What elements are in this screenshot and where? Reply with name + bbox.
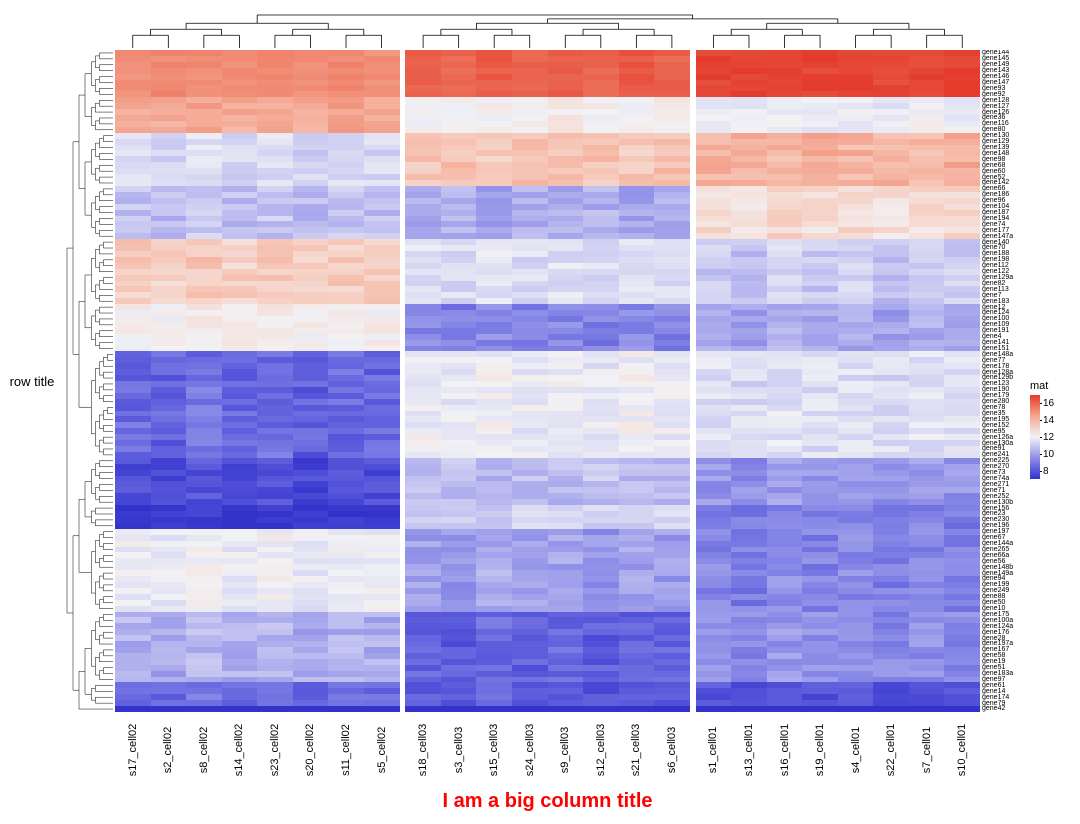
column-label: s5_cell02 [376,720,388,780]
heatmap-cell [151,706,187,712]
heatmap-cell [293,706,329,712]
heatmap-cell [364,706,400,712]
column-label: s3_cell03 [453,720,465,780]
heatmap-cell [873,706,909,712]
legend-tick: 12 [1043,432,1054,443]
column-label: s4_cell01 [850,720,862,780]
legend-tick: 10 [1043,449,1054,460]
heatmap-cell [328,706,364,712]
column-label: s11_cell02 [340,720,352,780]
heatmap-body [115,50,980,712]
heatmap-cell [802,706,838,712]
column-label: s7_cell01 [921,720,933,780]
column-label: s6_cell03 [666,720,678,780]
column-label: s1_cell01 [707,720,719,780]
heatmap-cell [838,706,874,712]
column-label: s9_cell03 [559,720,571,780]
column-label: s16_cell01 [779,720,791,780]
column-dendrogram [115,3,980,48]
heatmap-cell [548,706,584,712]
legend-tick: 14 [1043,415,1054,426]
heatmap-cell [405,706,441,712]
column-label: s12_cell03 [595,720,607,780]
heatmap-cell [619,706,655,712]
chart-container: row title s17_cell02s2_cell02s8_cell02s1… [0,0,1080,824]
column-label: s8_cell02 [198,720,210,780]
column-label: s24_cell03 [524,720,536,780]
heatmap-cell [476,706,512,712]
heatmap-cell [257,706,293,712]
column-label: s21_cell03 [630,720,642,780]
column-label: s10_cell01 [956,720,968,780]
heatmap-cell [767,706,803,712]
legend-title: mat [1030,380,1074,392]
heatmap-cell [583,706,619,712]
legend-ticks: 8 10 12 14 16 [1040,395,1070,479]
column-labels: s17_cell02 s2_cell02 s8_cell02 s14_cell02 s2… [115,716,980,782]
heatmap-cell [115,706,151,712]
legend-tick: 8 [1043,466,1049,477]
column-axis-title-text: I am a big column title [442,790,652,812]
row-label: gene42 [982,705,1005,711]
column-label: s22_cell01 [885,720,897,780]
heatmap-cell [441,706,477,712]
column-axis-title: I am a big column title [115,790,980,820]
row-axis-title: row title [3,50,61,712]
heatmap-cell [222,706,258,712]
row-dendrogram [65,50,113,712]
column-label: s13_cell01 [743,720,755,780]
column-label: s15_cell03 [488,720,500,780]
heatmap-cell [696,706,732,712]
heatmap-cell [731,706,767,712]
column-label: s17_cell02 [127,720,139,780]
column-label: s20_cell02 [304,720,316,780]
column-label: s19_cell01 [814,720,826,780]
color-legend: mat 8 10 12 14 16 [1030,380,1074,490]
column-label: s18_cell03 [417,720,429,780]
legend-tick: 16 [1043,398,1054,409]
column-label: s23_cell02 [269,720,281,780]
heatmap-cell [909,706,945,712]
heatmap-cell [186,706,222,712]
legend-color-bar [1030,395,1040,479]
heatmap-cell [654,706,690,712]
row-axis-title-text: row title [10,374,55,389]
heatmap-cell [944,706,980,712]
column-label: s2_cell02 [162,720,174,780]
column-label: s14_cell02 [233,720,245,780]
heatmap-cell [512,706,548,712]
